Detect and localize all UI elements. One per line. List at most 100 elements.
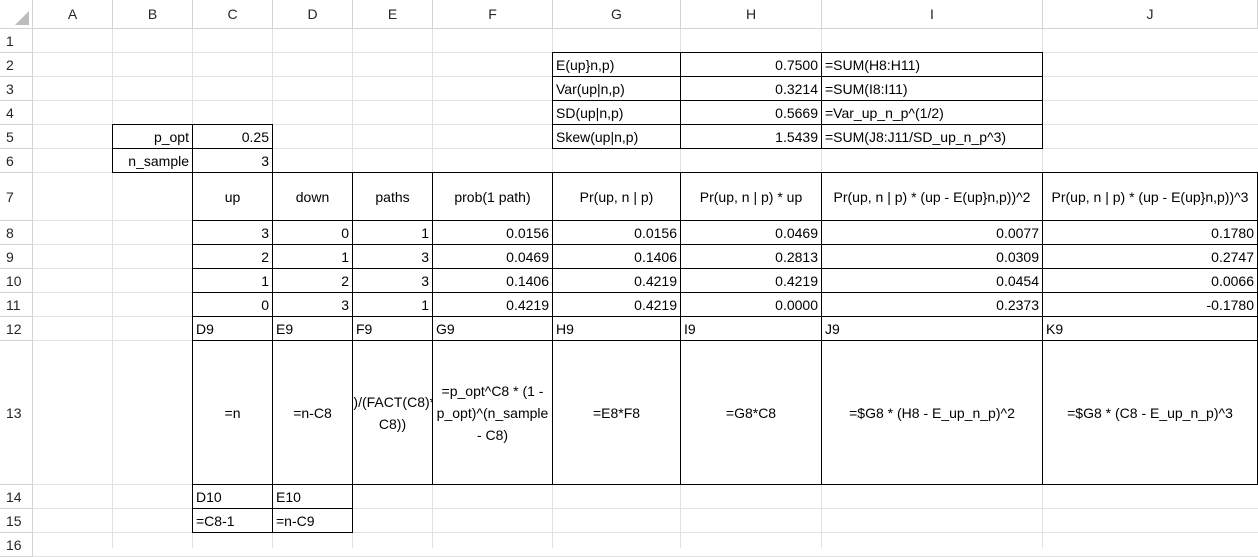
- extra-formula-cell[interactable]: =C8-1: [192, 508, 273, 533]
- row-header-16[interactable]: 16: [0, 533, 33, 557]
- stat-value-cell[interactable]: 1.5439: [680, 124, 822, 149]
- table-cell[interactable]: 0.0077: [821, 220, 1043, 245]
- row-header-10[interactable]: 10: [0, 269, 33, 293]
- formula-ref-cell[interactable]: D9: [192, 316, 273, 341]
- row-header-8[interactable]: 8: [0, 221, 33, 245]
- column-header-a[interactable]: A: [33, 0, 113, 29]
- column-header-i[interactable]: I: [822, 0, 1043, 29]
- table-cell[interactable]: 0.4219: [552, 292, 681, 317]
- formula-ref-cell[interactable]: G9: [432, 316, 553, 341]
- table-cell[interactable]: 0.0156: [432, 220, 553, 245]
- formula-ref-cell[interactable]: F9: [352, 316, 433, 341]
- table-header-cell[interactable]: down: [272, 172, 353, 221]
- stat-label-cell[interactable]: Var(up|n,p): [552, 76, 681, 101]
- formula-text-cell[interactable]: =n: [192, 340, 273, 485]
- table-cell[interactable]: 0.0469: [680, 220, 822, 245]
- param-value-cell[interactable]: 0.25: [192, 124, 273, 149]
- table-cell[interactable]: 0.0156: [552, 220, 681, 245]
- row-header-11[interactable]: 11: [0, 293, 33, 317]
- stat-label-cell[interactable]: Skew(up|n,p): [552, 124, 681, 149]
- formula-text-cell[interactable]: =n-C8: [272, 340, 353, 485]
- formula-text-cell[interactable]: =$G8 * (H8 - E_up_n_p)^2: [821, 340, 1043, 485]
- table-header-cell[interactable]: Pr(up, n | p) * (up - E(up}n,p))^3: [1042, 172, 1258, 221]
- table-cell[interactable]: 0.2813: [680, 244, 822, 269]
- row-header-5[interactable]: 5: [0, 125, 33, 149]
- table-cell[interactable]: 2: [272, 268, 353, 293]
- formula-ref-cell[interactable]: J9: [821, 316, 1043, 341]
- table-cell[interactable]: 0.0000: [680, 292, 822, 317]
- column-header-f[interactable]: F: [433, 0, 553, 29]
- table-cell[interactable]: 3: [352, 244, 433, 269]
- formula-text-cell[interactable]: =E8*F8: [552, 340, 681, 485]
- table-cell[interactable]: 0.4219: [680, 268, 822, 293]
- formula-text-cell[interactable]: =G8*C8: [680, 340, 822, 485]
- table-cell[interactable]: 1: [272, 244, 353, 269]
- column-header-j[interactable]: J: [1043, 0, 1258, 29]
- row-header-6[interactable]: 6: [0, 149, 33, 173]
- table-cell[interactable]: 0.0454: [821, 268, 1043, 293]
- stat-value-cell[interactable]: 0.7500: [680, 52, 822, 77]
- table-cell[interactable]: 2: [192, 244, 273, 269]
- formula-ref-cell[interactable]: H9: [552, 316, 681, 341]
- table-cell[interactable]: 0.4219: [552, 268, 681, 293]
- column-header-b[interactable]: B: [113, 0, 193, 29]
- table-header-cell[interactable]: Pr(up, n | p) * (up - E(up}n,p))^2: [821, 172, 1043, 221]
- table-cell[interactable]: 1: [352, 220, 433, 245]
- table-cell[interactable]: 0.1406: [552, 244, 681, 269]
- extra-ref-cell[interactable]: E10: [272, 484, 353, 509]
- table-cell[interactable]: 0.0066: [1042, 268, 1258, 293]
- formula-text-cell[interactable]: =$G8 * (C8 - E_up_n_p)^3: [1042, 340, 1258, 485]
- stat-formula-cell[interactable]: =Var_up_n_p^(1/2): [821, 100, 1043, 125]
- row-header-4[interactable]: 4: [0, 101, 33, 125]
- table-cell[interactable]: 0.1406: [432, 268, 553, 293]
- table-cell[interactable]: 0: [192, 292, 273, 317]
- select-all-button[interactable]: [0, 0, 33, 29]
- column-header-g[interactable]: G: [553, 0, 681, 29]
- stat-label-cell[interactable]: E(up}n,p): [552, 52, 681, 77]
- table-cell[interactable]: 1: [192, 268, 273, 293]
- table-cell[interactable]: 3: [352, 268, 433, 293]
- table-cell[interactable]: 0.2373: [821, 292, 1043, 317]
- formula-ref-cell[interactable]: K9: [1042, 316, 1258, 341]
- formula-ref-cell[interactable]: E9: [272, 316, 353, 341]
- table-header-cell[interactable]: up: [192, 172, 273, 221]
- table-header-cell[interactable]: Pr(up, n | p) * up: [680, 172, 822, 221]
- row-header-9[interactable]: 9: [0, 245, 33, 269]
- extra-formula-cell[interactable]: =n-C9: [272, 508, 353, 533]
- row-header-15[interactable]: 15: [0, 509, 33, 533]
- param-label-cell[interactable]: n_sample: [112, 148, 193, 173]
- table-cell[interactable]: 0.2747: [1042, 244, 1258, 269]
- formula-ref-cell[interactable]: I9: [680, 316, 822, 341]
- row-header-1[interactable]: 1: [0, 29, 33, 53]
- stat-value-cell[interactable]: 0.3214: [680, 76, 822, 101]
- table-header-cell[interactable]: Pr(up, n | p): [552, 172, 681, 221]
- column-header-e[interactable]: E: [353, 0, 433, 29]
- table-header-cell[interactable]: prob(1 path): [432, 172, 553, 221]
- row-header-14[interactable]: 14: [0, 485, 33, 509]
- stat-formula-cell[interactable]: =SUM(H8:H11): [821, 52, 1043, 77]
- row-header-2[interactable]: 2: [0, 53, 33, 77]
- stat-value-cell[interactable]: 0.5669: [680, 100, 822, 125]
- table-cell[interactable]: -0.1780: [1042, 292, 1258, 317]
- formula-text-cell[interactable]: =FACT(n_sample)/(FACT(C8)*FACT(n_sample-…: [352, 340, 433, 485]
- table-cell[interactable]: 0.0469: [432, 244, 553, 269]
- table-cell[interactable]: 0.4219: [432, 292, 553, 317]
- table-cell[interactable]: 3: [192, 220, 273, 245]
- row-header-3[interactable]: 3: [0, 77, 33, 101]
- stat-label-cell[interactable]: SD(up|n,p): [552, 100, 681, 125]
- table-cell[interactable]: 0: [272, 220, 353, 245]
- column-header-h[interactable]: H: [681, 0, 822, 29]
- table-cell[interactable]: 0.0309: [821, 244, 1043, 269]
- extra-ref-cell[interactable]: D10: [192, 484, 273, 509]
- stat-formula-cell[interactable]: =SUM(J8:J11/SD_up_n_p^3): [821, 124, 1043, 149]
- param-label-cell[interactable]: p_opt: [112, 124, 193, 149]
- row-header-7[interactable]: 7: [0, 173, 33, 221]
- table-cell[interactable]: 0.1780: [1042, 220, 1258, 245]
- table-header-cell[interactable]: paths: [352, 172, 433, 221]
- row-header-12[interactable]: 12: [0, 317, 33, 341]
- param-value-cell[interactable]: 3: [192, 148, 273, 173]
- column-header-c[interactable]: C: [193, 0, 273, 29]
- row-header-13[interactable]: 13: [0, 341, 33, 485]
- table-cell[interactable]: 3: [272, 292, 353, 317]
